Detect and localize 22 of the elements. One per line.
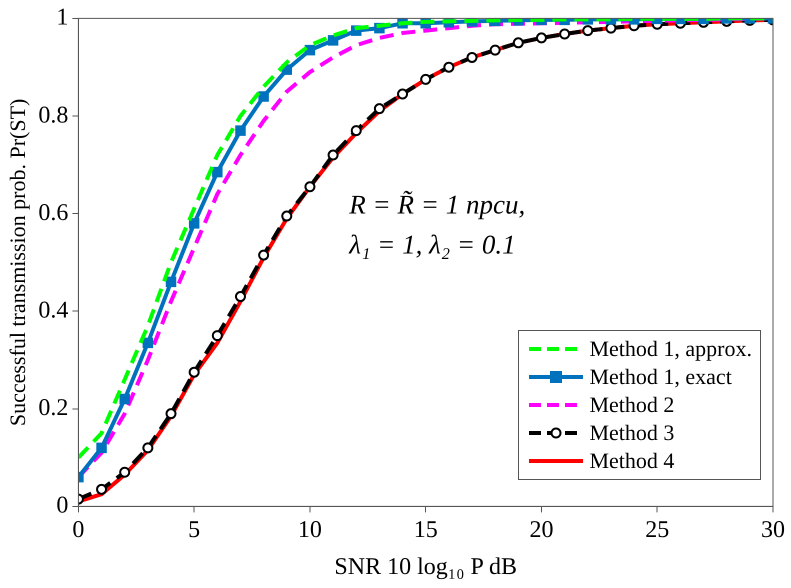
x-tick-label: 15 <box>414 517 438 544</box>
legend-label: Method 3 <box>589 420 674 446</box>
x-tick-label: 20 <box>529 517 554 544</box>
y-tick-label: 1 <box>56 4 68 31</box>
legend-label: Method 4 <box>589 448 674 474</box>
x-axis-title: SNR 10 log₁₀ P dB <box>334 554 517 580</box>
legend-label: Method 2 <box>589 392 674 418</box>
y-tick-label: 0.4 <box>38 297 68 324</box>
y-tick-label: 0 <box>56 492 68 519</box>
y-axis-title: Successful transmission prob. Pr(ST) <box>4 98 30 426</box>
x-tick-label: 10 <box>298 517 322 544</box>
x-tick-label: 5 <box>188 517 200 544</box>
y-tick-label: 0.2 <box>38 395 68 422</box>
annotation: R = R̃ = 1 npcu, <box>348 189 526 220</box>
legend-label: Method 1, exact <box>589 364 732 390</box>
legend-label: Method 1, approx. <box>589 336 752 362</box>
x-tick-label: 25 <box>645 517 670 544</box>
x-tick-label: 30 <box>761 517 785 544</box>
annotation: λ₁ = 1, λ₂ = 0.1 <box>348 229 516 260</box>
y-tick-label: 0.8 <box>38 102 68 128</box>
y-tick-label: 0.6 <box>38 200 68 226</box>
x-tick-label: 0 <box>72 517 84 544</box>
